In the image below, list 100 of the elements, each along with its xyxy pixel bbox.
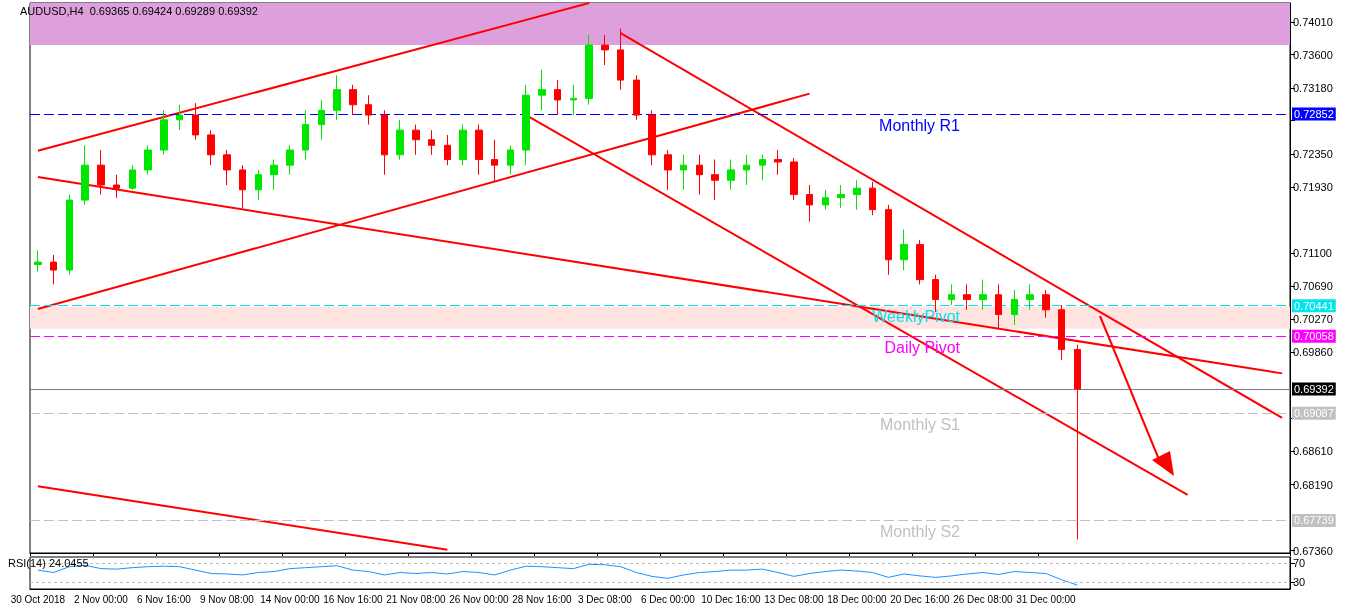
candlestick [333, 74, 341, 121]
candlestick [538, 69, 546, 111]
x-tick-label: 13 Dec 08:00 [764, 593, 825, 605]
candlestick [759, 154, 766, 181]
candlestick [396, 119, 404, 161]
candlestick [727, 159, 735, 191]
x-tick-label: 6 Dec 00:00 [640, 593, 696, 605]
x-tick-label: 16 Nov 16:00 [323, 593, 384, 605]
y-tick-label: 0.67360 [1293, 544, 1333, 557]
candlestick [633, 74, 640, 121]
candlestick [853, 179, 861, 211]
candlestick [381, 109, 388, 176]
candlestick [428, 129, 435, 156]
candlestick [1058, 304, 1065, 361]
y-tick-label: 0.71100 [1293, 247, 1332, 260]
candlestick [318, 99, 325, 141]
candlestick [349, 84, 357, 116]
candlestick [1011, 289, 1018, 326]
candlestick [664, 149, 672, 191]
x-tick-label: 21 Nov 08:00 [386, 593, 447, 605]
y-tick-label: 30 [1293, 576, 1306, 589]
candlestick [900, 229, 908, 271]
candlestick [223, 149, 231, 186]
candlestick [522, 84, 530, 166]
ref-line-label: Monthly S2 [879, 522, 961, 540]
x-tick-label: 26 Nov 00:00 [449, 593, 510, 605]
candlestick [680, 154, 687, 191]
candlestick [979, 279, 987, 311]
candlestick [963, 283, 971, 311]
candlestick [66, 194, 73, 276]
y-tick-label: 0.71930 [1293, 181, 1333, 194]
y-tick-label: 0.72350 [1293, 148, 1333, 161]
candlestick [286, 144, 294, 176]
candlestick [365, 94, 372, 126]
candlestick [50, 254, 57, 285]
candlestick [885, 204, 892, 276]
y-tick-label: 0.68190 [1293, 478, 1333, 491]
candlestick [34, 249, 42, 273]
candlestick [160, 109, 168, 156]
x-tick-label: 14 Nov 00:00 [260, 593, 321, 605]
y-tick-label: 70 [1293, 556, 1306, 569]
text: 0.67739 [1294, 514, 1334, 527]
candlestick [507, 144, 514, 176]
x-tick-label: 10 Dec 16:00 [701, 593, 762, 605]
ref-line-label: Monthly S1 [879, 415, 961, 433]
candlestick [554, 79, 561, 116]
chart-title: RSI(14) 24.0455 [8, 556, 89, 569]
candlestick [459, 124, 467, 166]
x-tick-label: 9 Nov 08:00 [199, 593, 255, 605]
candlestick [648, 109, 656, 166]
candlestick [129, 164, 136, 191]
y-tick-label: 0.70270 [1293, 313, 1333, 326]
ref-line-label: Monthly R1 [879, 116, 961, 134]
candlestick [585, 34, 593, 106]
x-tick-label: 28 Nov 16:00 [512, 593, 573, 605]
candlestick [176, 104, 183, 131]
chart-title: AUDUSD,H4 0.69365 0.69424 0.69289 0.69392 [20, 4, 258, 17]
candlestick [491, 139, 498, 183]
candlestick [774, 149, 782, 176]
candlestick [869, 181, 876, 216]
candlestick [302, 109, 309, 161]
candlestick [255, 169, 262, 201]
y-tick-label: 0.74010 [1293, 16, 1333, 29]
candlestick [570, 84, 577, 116]
candlestick [696, 154, 703, 196]
text: 0.69087 [1294, 407, 1334, 420]
text: 0.70441 [1294, 299, 1334, 312]
candlestick [81, 144, 89, 206]
candlestick [1026, 283, 1034, 311]
candlestick [711, 159, 719, 201]
candlestick [270, 159, 278, 191]
candlestick [475, 124, 483, 176]
candlestick [412, 124, 420, 156]
y-tick-label: 0.73600 [1293, 48, 1333, 61]
candlestick [948, 283, 955, 306]
candlestick [192, 102, 199, 141]
candlestick [995, 283, 1002, 329]
text: 0.70058 [1294, 330, 1334, 343]
candlestick [144, 144, 152, 176]
candlestick [444, 134, 451, 166]
x-tick-label: 2 Nov 00:00 [73, 593, 129, 605]
x-tick-label: 30 Oct 2018 [10, 593, 66, 605]
y-tick-label: 0.70690 [1293, 279, 1333, 292]
x-tick-label: 6 Nov 16:00 [136, 593, 192, 605]
x-tick-label: 26 Dec 08:00 [953, 593, 1014, 605]
y-tick-label: 0.73180 [1293, 82, 1333, 95]
y-tick-label: 0.69860 [1293, 345, 1333, 358]
candlestick [743, 154, 750, 186]
y-tick-label: 0.68610 [1293, 445, 1333, 458]
candlestick [601, 34, 609, 66]
text: 0.72852 [1294, 108, 1334, 121]
candlestick [837, 184, 845, 209]
candlestick [916, 239, 924, 285]
text: 0.69392 [1294, 383, 1334, 396]
candlestick [1042, 289, 1050, 319]
x-tick-label: 18 Dec 00:00 [827, 593, 888, 605]
candlestick [207, 129, 215, 166]
candlestick [822, 189, 829, 211]
x-tick-label: 3 Dec 08:00 [577, 593, 633, 605]
x-tick-label: 31 Dec 00:00 [1016, 593, 1077, 605]
